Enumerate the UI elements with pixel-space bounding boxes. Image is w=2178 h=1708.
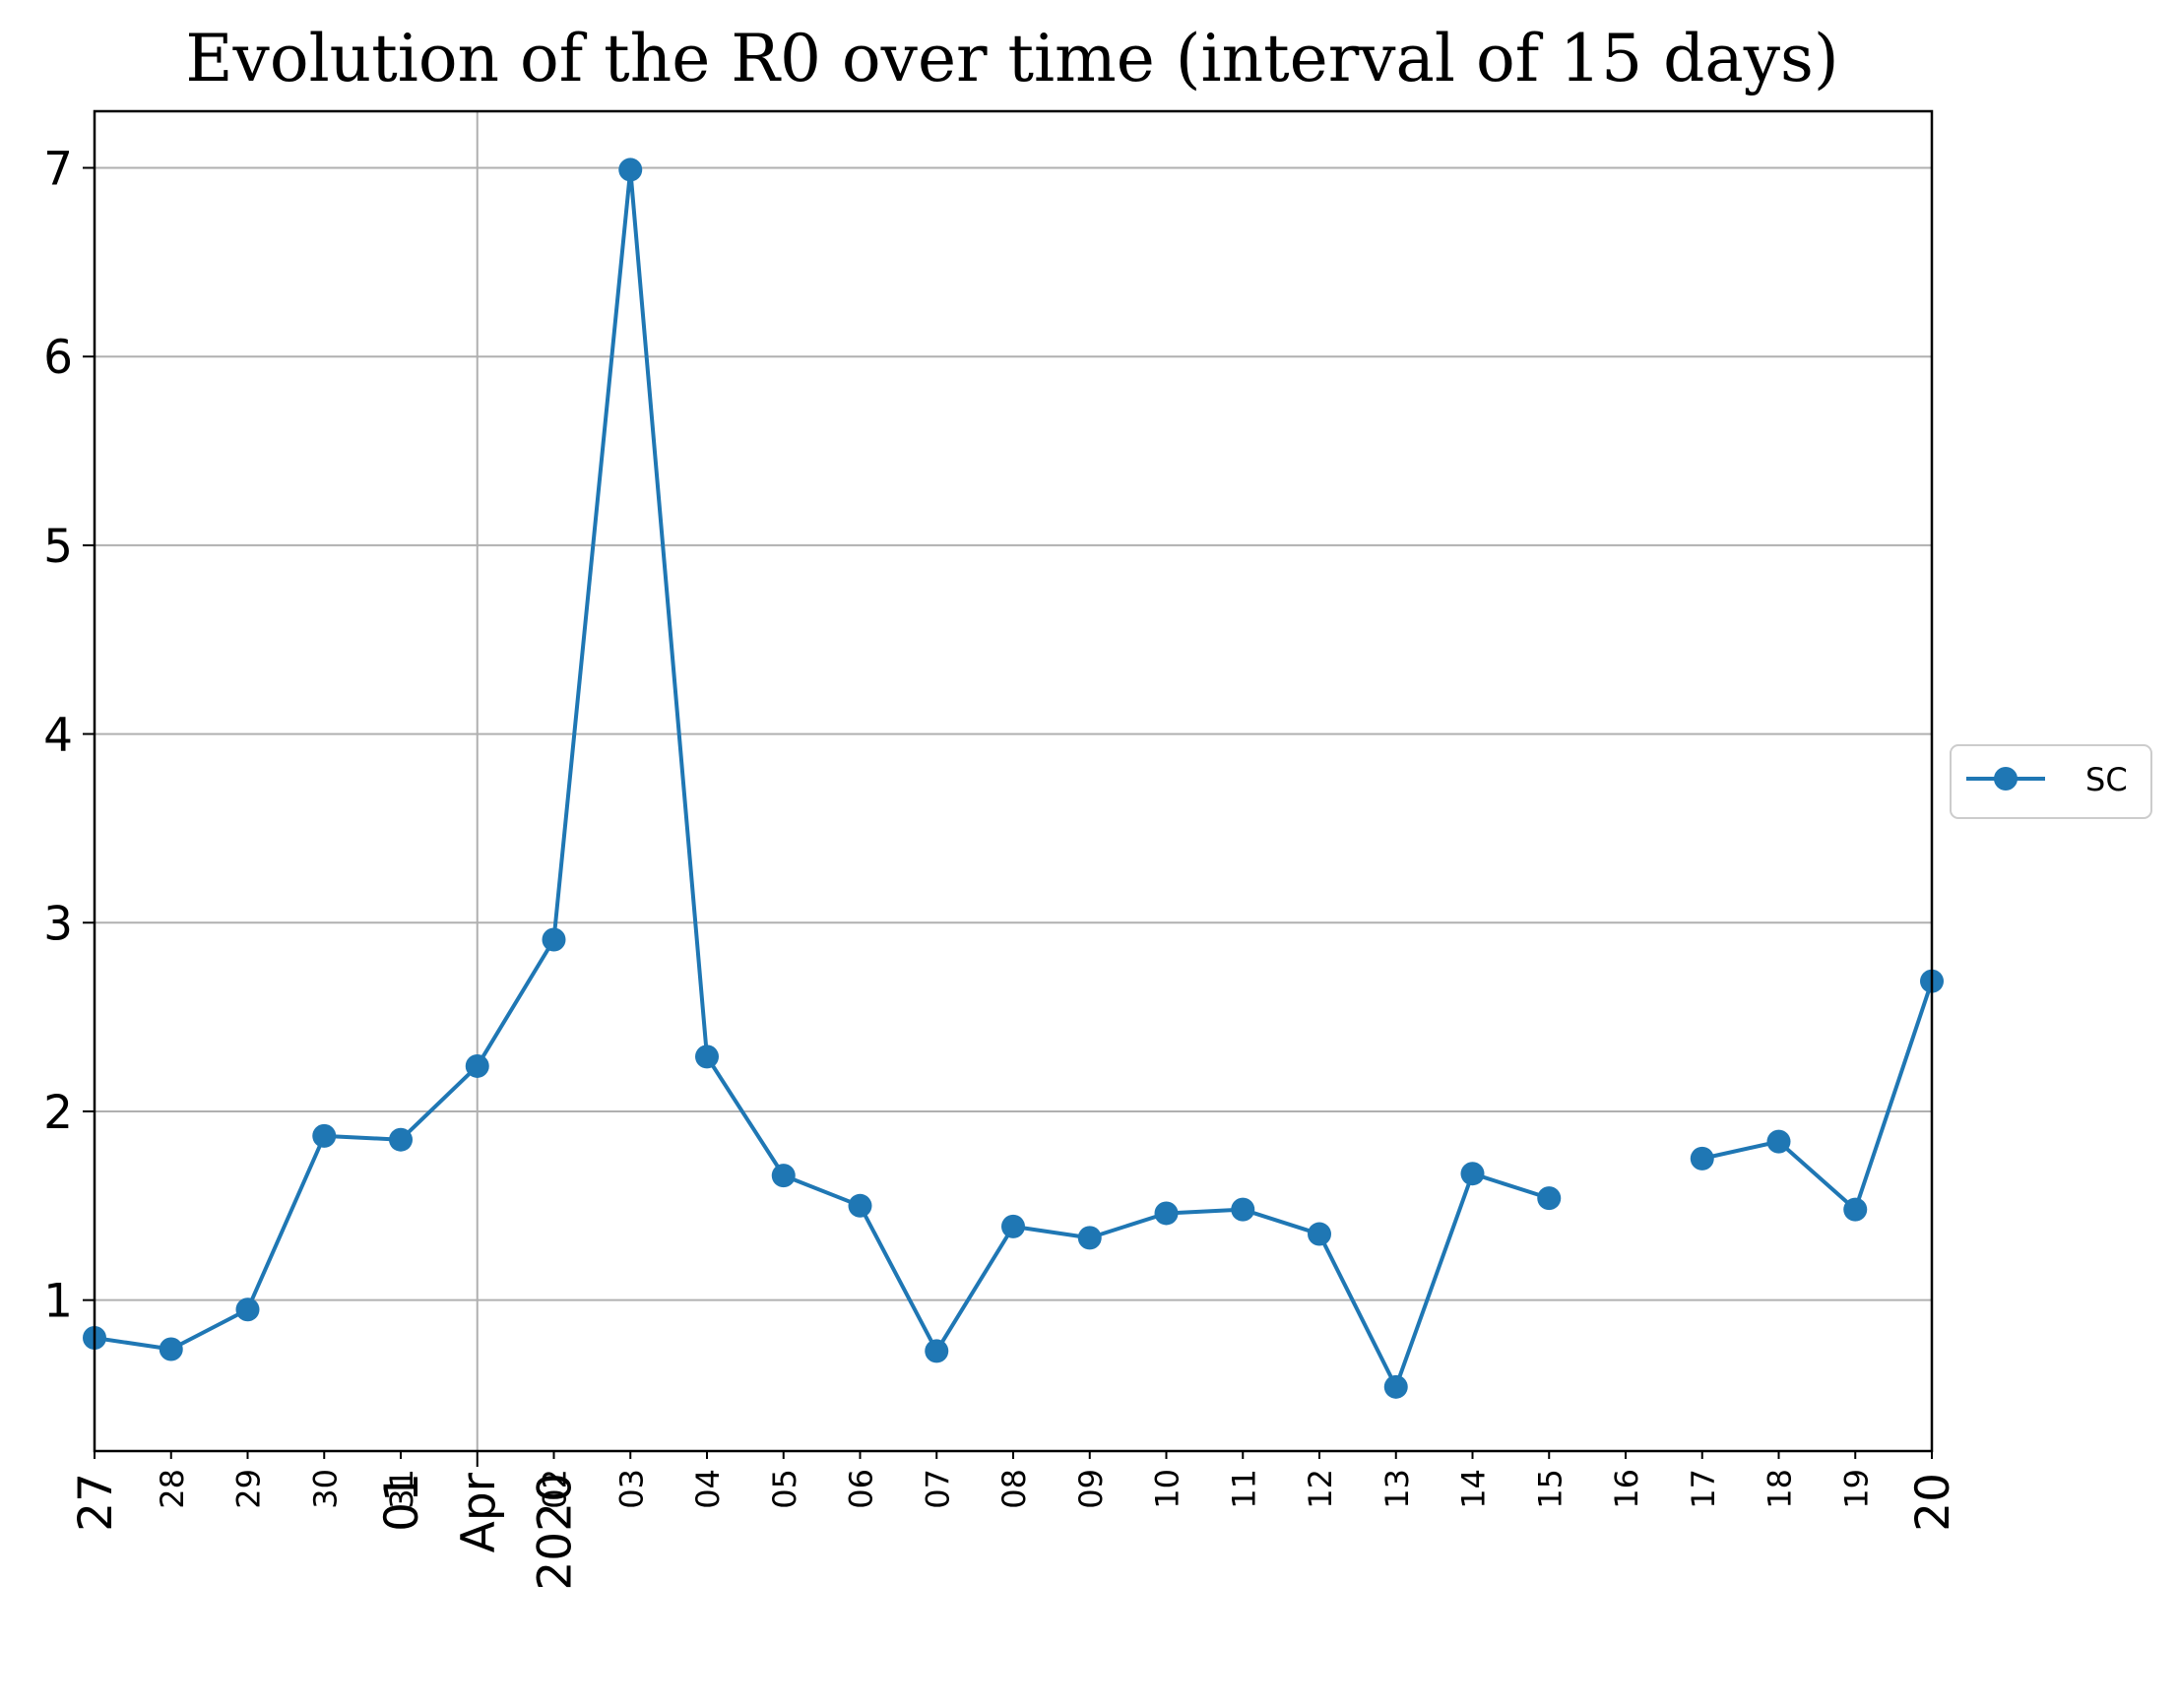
x-tick-label: 16 bbox=[1608, 1469, 1645, 1509]
data-point bbox=[389, 1127, 413, 1152]
series-line-sc bbox=[1701, 981, 1934, 1212]
x-tick-label: 31 bbox=[383, 1469, 420, 1509]
x-tick-label: 01 bbox=[375, 1473, 429, 1532]
data-point bbox=[618, 158, 643, 182]
legend-marker bbox=[1994, 767, 2018, 791]
data-point bbox=[1690, 1146, 1714, 1170]
x-tick-label: 2020 bbox=[529, 1473, 583, 1591]
data-point bbox=[1154, 1201, 1179, 1226]
data-point bbox=[235, 1297, 260, 1322]
x-tick-label: 18 bbox=[1762, 1469, 1799, 1509]
x-tick-label: 04 bbox=[689, 1469, 727, 1509]
x-tick-label: 07 bbox=[919, 1469, 956, 1509]
x-tick-label: 28 bbox=[154, 1469, 191, 1509]
legend-box bbox=[1950, 744, 2152, 819]
data-point bbox=[925, 1339, 949, 1363]
x-tick-label: 27 bbox=[69, 1473, 123, 1532]
x-tick-label: 11 bbox=[1225, 1469, 1262, 1509]
data-point bbox=[1383, 1374, 1408, 1399]
series-line-sc bbox=[94, 167, 1550, 1389]
x-tick-label: 09 bbox=[1072, 1469, 1110, 1509]
data-point bbox=[1308, 1222, 1331, 1246]
y-tick-label: 2 bbox=[43, 1086, 73, 1140]
x-tick-label: 02 bbox=[537, 1469, 574, 1509]
y-tick-label: 5 bbox=[43, 520, 73, 574]
data-point bbox=[312, 1123, 337, 1148]
data-point bbox=[1231, 1197, 1255, 1222]
x-tick-label: 08 bbox=[995, 1469, 1033, 1509]
y-tick-label: 4 bbox=[43, 709, 73, 763]
x-tick-label: 03 bbox=[612, 1469, 650, 1509]
data-point bbox=[771, 1164, 796, 1188]
x-tick-label: 10 bbox=[1149, 1469, 1186, 1509]
data-point bbox=[1077, 1226, 1102, 1250]
data-point bbox=[1766, 1129, 1791, 1154]
x-tick-label: Apr bbox=[452, 1472, 506, 1552]
y-tick-label: 6 bbox=[43, 331, 73, 385]
x-tick-label: 19 bbox=[1837, 1469, 1875, 1509]
x-tick-label: 20 bbox=[1906, 1473, 1960, 1532]
data-point bbox=[848, 1193, 872, 1218]
x-tick-label: 05 bbox=[766, 1469, 803, 1509]
data-point bbox=[465, 1053, 489, 1078]
x-tick-label: 14 bbox=[1455, 1469, 1493, 1509]
x-tick-label: 13 bbox=[1378, 1469, 1416, 1509]
x-tick-label: 17 bbox=[1685, 1469, 1722, 1509]
chart-title: Evolution of the R0 over time (interval … bbox=[185, 21, 1838, 96]
series-layer bbox=[83, 158, 1944, 1399]
data-point bbox=[695, 1044, 719, 1069]
data-point bbox=[1537, 1186, 1562, 1211]
grid-lines bbox=[95, 111, 1932, 1451]
x-tick-label: 12 bbox=[1302, 1469, 1339, 1509]
legend-label: SC bbox=[2085, 761, 2128, 798]
y-tick-label: 7 bbox=[43, 143, 73, 197]
data-point bbox=[1460, 1162, 1485, 1186]
y-tick-label: 1 bbox=[43, 1275, 73, 1329]
data-point bbox=[159, 1337, 183, 1361]
x-tick-label: 30 bbox=[306, 1469, 344, 1509]
data-point bbox=[542, 927, 566, 952]
legend: SC bbox=[1950, 744, 2152, 819]
y-axis-ticks: 1 2 3 4 5 6 7 bbox=[43, 143, 95, 1329]
x-tick-label: 06 bbox=[843, 1469, 880, 1509]
x-tick-label: 15 bbox=[1531, 1469, 1569, 1509]
x-tick-label: 29 bbox=[230, 1469, 268, 1509]
y-tick-label: 3 bbox=[43, 897, 73, 951]
data-point bbox=[1001, 1214, 1025, 1238]
data-point bbox=[1843, 1197, 1868, 1222]
